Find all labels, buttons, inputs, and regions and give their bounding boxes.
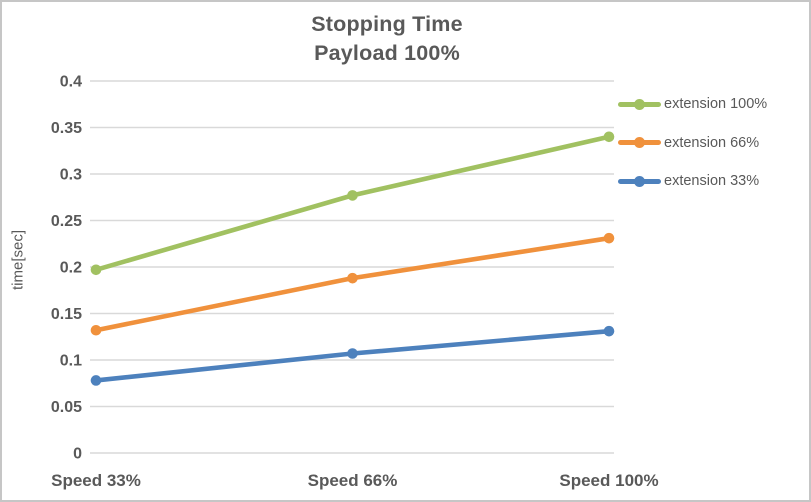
y-tick-label: 0.35 [51, 120, 82, 137]
legend-item: extension 66% [618, 124, 767, 163]
data-point-marker [90, 264, 102, 276]
legend-marker-icon [618, 175, 661, 187]
data-point-marker [603, 325, 615, 337]
data-point-marker [90, 324, 102, 336]
legend-marker-dot [634, 137, 645, 149]
data-point-marker [603, 131, 615, 143]
y-tick-label: 0.4 [60, 74, 82, 91]
chart-title-line1: Stopping Time [311, 12, 463, 36]
x-category-label: Speed 100% [559, 471, 658, 490]
legend-marker-dot [634, 98, 645, 110]
y-tick-label: 0 [73, 446, 82, 463]
series-line [93, 235, 612, 333]
chart-title-line2: Payload 100% [314, 41, 460, 65]
legend-marker-dot [634, 175, 645, 187]
data-point-marker [347, 272, 358, 284]
data-point-marker [603, 232, 615, 244]
y-tick-label: 0.3 [60, 167, 82, 184]
x-category-label: Speed 33% [51, 471, 141, 490]
x-category-label: Speed 66% [308, 471, 398, 490]
legend-label: extension 100% [664, 96, 768, 113]
y-tick-label: 0.1 [60, 353, 82, 370]
legend-label: extension 33% [664, 173, 760, 190]
legend: extension 100% extension 66% extension 33% [618, 85, 767, 201]
legend-item: extension 100% [618, 85, 767, 124]
legend-marker-icon [618, 98, 661, 110]
y-tick-label: 0.15 [51, 306, 82, 323]
legend-item: extension 33% [618, 162, 767, 201]
data-point-marker [347, 190, 358, 201]
data-point-marker [347, 348, 358, 359]
data-point-marker [90, 375, 102, 386]
y-tick-label: 0.25 [51, 213, 82, 230]
y-tick-label: 0.2 [60, 260, 82, 277]
chart-title: Stopping Time Payload 100% [2, 10, 772, 68]
y-tick-label: 0.05 [51, 399, 82, 416]
legend-marker-icon [618, 137, 661, 149]
legend-label: extension 66% [664, 134, 760, 151]
